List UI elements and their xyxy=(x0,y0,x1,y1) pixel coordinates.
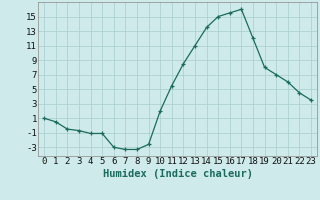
X-axis label: Humidex (Indice chaleur): Humidex (Indice chaleur) xyxy=(103,169,252,179)
